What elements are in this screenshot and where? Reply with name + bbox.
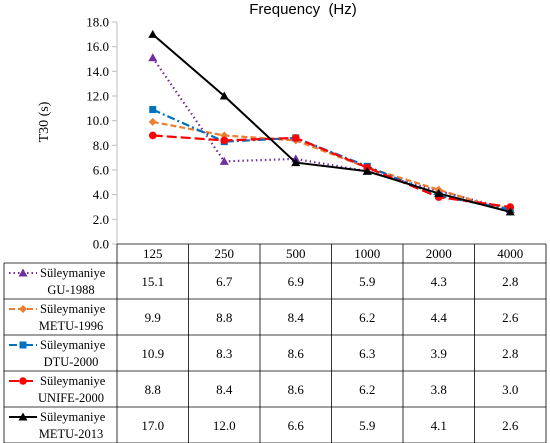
legend-label: DTU-2000: [44, 355, 99, 369]
table-cell-value: 4.3: [431, 274, 447, 289]
table-cell-value: 2.8: [502, 274, 518, 289]
series-unife-2000: [148, 131, 515, 211]
table-cell-value: 8.8: [145, 382, 161, 397]
legend-key-marker: [18, 412, 28, 421]
table-cell-value: 8.8: [216, 310, 232, 325]
data-point: [148, 131, 157, 140]
table-cell-value: 8.6: [288, 382, 305, 397]
y-tick-label: 18.0: [86, 15, 109, 30]
table-cell-value: 4.4: [431, 310, 448, 325]
legend-label: GU-1988: [47, 283, 94, 297]
data-point: [291, 158, 301, 167]
data-point: [505, 207, 515, 216]
legend-label: UNIFE-2000: [38, 391, 104, 405]
table-cell-value: 6.7: [216, 274, 233, 289]
legend-label: Süleymaniye: [40, 266, 106, 280]
y-tick-label: 0.0: [93, 237, 109, 252]
data-point: [149, 106, 157, 114]
data-point: [434, 188, 444, 197]
data-point: [148, 53, 158, 62]
table-cell-value: 3.9: [431, 346, 447, 361]
data-point: [148, 117, 157, 126]
data-point: [148, 29, 158, 38]
table-cell-value: 3.0: [502, 382, 518, 397]
table-cell-value: 2.6: [502, 310, 519, 325]
table-cell-value: 8.4: [216, 382, 233, 397]
y-axis-label: T30 (s): [37, 101, 52, 142]
table-cell-value: 5.9: [359, 274, 375, 289]
legend-label: METU-1996: [39, 319, 104, 333]
data-table: 125 250 500 1000 2000 4000 Süleymaniye GU-1988 1…: [3, 243, 547, 443]
table-cell-value: 8.3: [216, 346, 232, 361]
legend-label: Süleymaniye: [40, 302, 106, 316]
table-cell-value: 9.9: [145, 310, 161, 325]
data-point: [362, 166, 372, 175]
table-cell-value: 15.1: [141, 274, 164, 289]
table-cell-value: 6.9: [288, 274, 304, 289]
table-cell-value: 12.0: [213, 418, 236, 433]
data-point: [291, 134, 300, 142]
y-tick-label: 12.0: [86, 89, 109, 104]
data-point: [219, 156, 229, 165]
table-cell-value: 8.6: [288, 346, 305, 361]
category-label: 500: [286, 246, 306, 261]
table-cell-value: 5.9: [359, 418, 375, 433]
legend-label: Süleymaniye: [40, 374, 106, 388]
legend-key-marker: [19, 305, 27, 313]
data-point: [219, 91, 229, 100]
y-tick-label: 2.0: [93, 212, 109, 227]
y-axis: 0.0 2.0 4.0 6.0 8.0 10.0 12.0 14.0 16.0 18.0: [86, 15, 118, 252]
table-cell-value: 10.9: [141, 346, 164, 361]
y-tick-label: 14.0: [86, 64, 109, 79]
table-cell-value: 2.6: [502, 418, 519, 433]
category-label: 1000: [354, 246, 380, 261]
legend-label: Süleymaniye: [40, 410, 106, 424]
table-cell-value: 4.1: [431, 418, 447, 433]
table-cell-value: 6.2: [359, 382, 375, 397]
series-metu-2013: [148, 29, 515, 216]
category-label: 250: [215, 246, 235, 261]
category-label: 2000: [426, 246, 452, 261]
y-tick-label: 16.0: [86, 39, 109, 54]
series-line: [152, 108, 511, 211]
legend-key-marker: [19, 341, 27, 349]
table-cell-value: 17.0: [141, 418, 164, 433]
category-label: 4000: [497, 246, 523, 261]
table-cell-value: 6.2: [359, 310, 375, 325]
y-tick-label: 10.0: [86, 113, 109, 128]
series-line: [152, 120, 511, 213]
y-tick-label: 6.0: [93, 163, 109, 178]
legend-key-marker: [19, 377, 27, 385]
plot-area: [148, 29, 515, 216]
legend-label: METU-2013: [39, 427, 104, 441]
category-label: 125: [143, 246, 163, 261]
legend-label: Süleymaniye: [40, 338, 106, 352]
series-line: [152, 134, 511, 209]
data-point: [220, 136, 229, 145]
table-cell-value: 8.4: [288, 310, 305, 325]
legend-key-marker: [18, 268, 28, 277]
y-tick-label: 4.0: [93, 187, 109, 202]
table-cell-value: 3.8: [431, 382, 447, 397]
chart-title: Frequency (Hz): [249, 1, 357, 18]
table-cell-value: 6.6: [288, 418, 305, 433]
series-line: [152, 33, 511, 213]
data-point: [506, 203, 515, 211]
table-cell-value: 6.3: [359, 346, 375, 361]
y-tick-label: 8.0: [93, 138, 109, 153]
table-cell-value: 2.8: [502, 346, 518, 361]
